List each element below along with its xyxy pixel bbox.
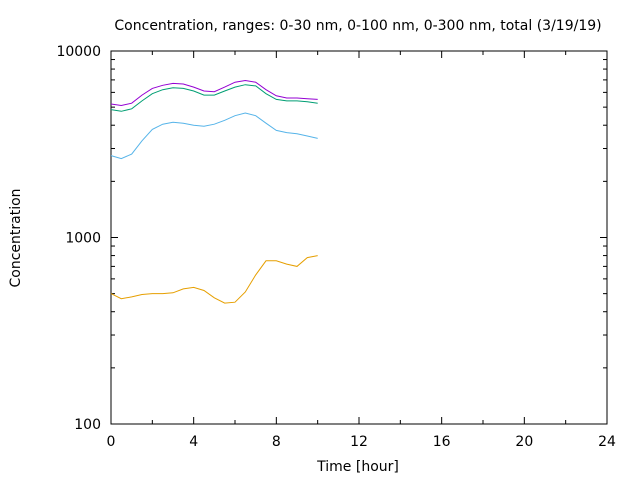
axis-ticks: 0 4 8 12 16 20 24 100 1000 10000 [56,44,616,450]
x-tick-label: 4 [189,434,198,450]
x-tick-label: 0 [107,434,116,450]
x-tick-label: 24 [598,434,616,450]
y-tick-label: 100 [74,417,101,433]
y-tick-label: 1000 [65,231,101,247]
series-line-1 [110,255,318,304]
x-axis-label: Time [hour] [316,459,399,475]
x-tick-label: 20 [515,434,533,450]
x-tick-label: 8 [272,434,281,450]
plot-frame [110,50,608,425]
x-tick-label: 16 [433,434,451,450]
series-line-3 [110,84,318,112]
series-line-2 [110,112,318,160]
series-line-4 [110,79,318,107]
y-axis-label: Concentration [8,188,24,287]
chart-title: Concentration, ranges: 0-30 nm, 0-100 nm… [114,18,601,34]
y-tick-label: 10000 [56,44,101,60]
series-lines [110,79,318,304]
x-tick-label: 12 [350,434,368,450]
